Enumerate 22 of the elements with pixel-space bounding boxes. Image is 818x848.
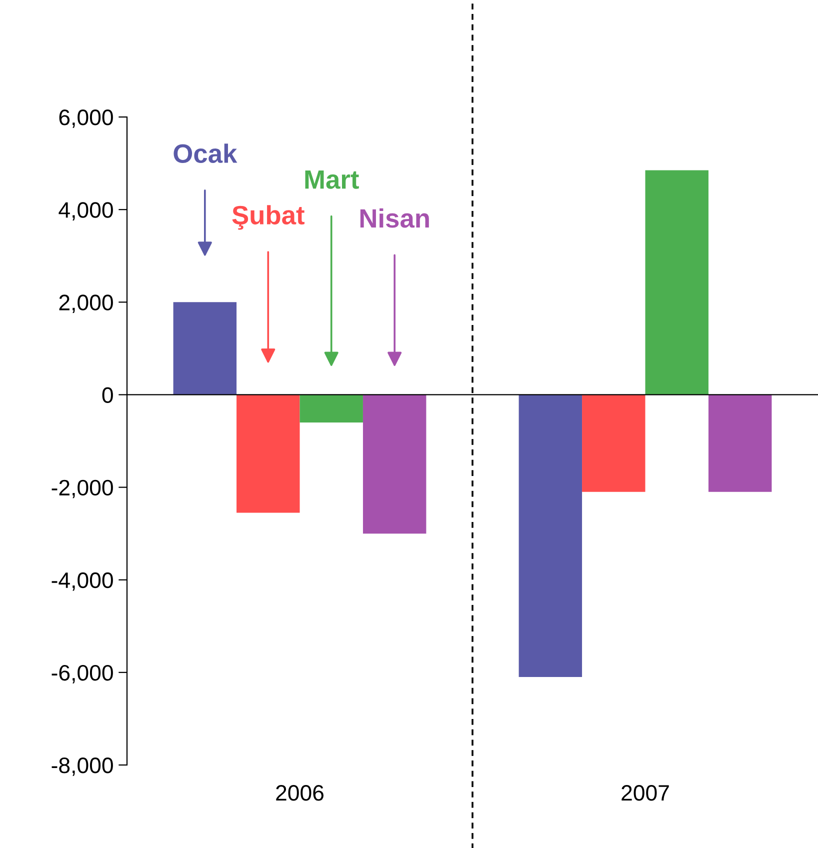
- x-tick-label: 2006: [276, 785, 324, 801]
- bar: [362, 394, 426, 534]
- bar: [236, 394, 300, 513]
- y-tick-label: 4,000: [58, 202, 113, 220]
- y-tick-label: 0: [102, 387, 113, 403]
- y-tick-label: 2,000: [59, 294, 113, 314]
- y-tick-label: -6,000: [52, 664, 113, 684]
- text: Ocak: [174, 144, 238, 163]
- y-tick-label: 6,000: [59, 110, 113, 128]
- text: Şubat: [232, 205, 304, 230]
- y-tick-label: -2,000: [52, 480, 113, 498]
- bar: [582, 394, 646, 492]
- bar: [645, 170, 708, 395]
- x-tick-label: 2007: [622, 785, 669, 801]
- bar: [518, 394, 582, 678]
- text: Mart: [305, 170, 359, 189]
- text: Nisan: [360, 208, 429, 228]
- bar: [300, 394, 363, 422]
- y-tick-label: -8,000: [52, 758, 113, 776]
- y-tick-label: -4,000: [52, 572, 113, 591]
- bar: [708, 394, 772, 492]
- bar: [173, 302, 237, 395]
